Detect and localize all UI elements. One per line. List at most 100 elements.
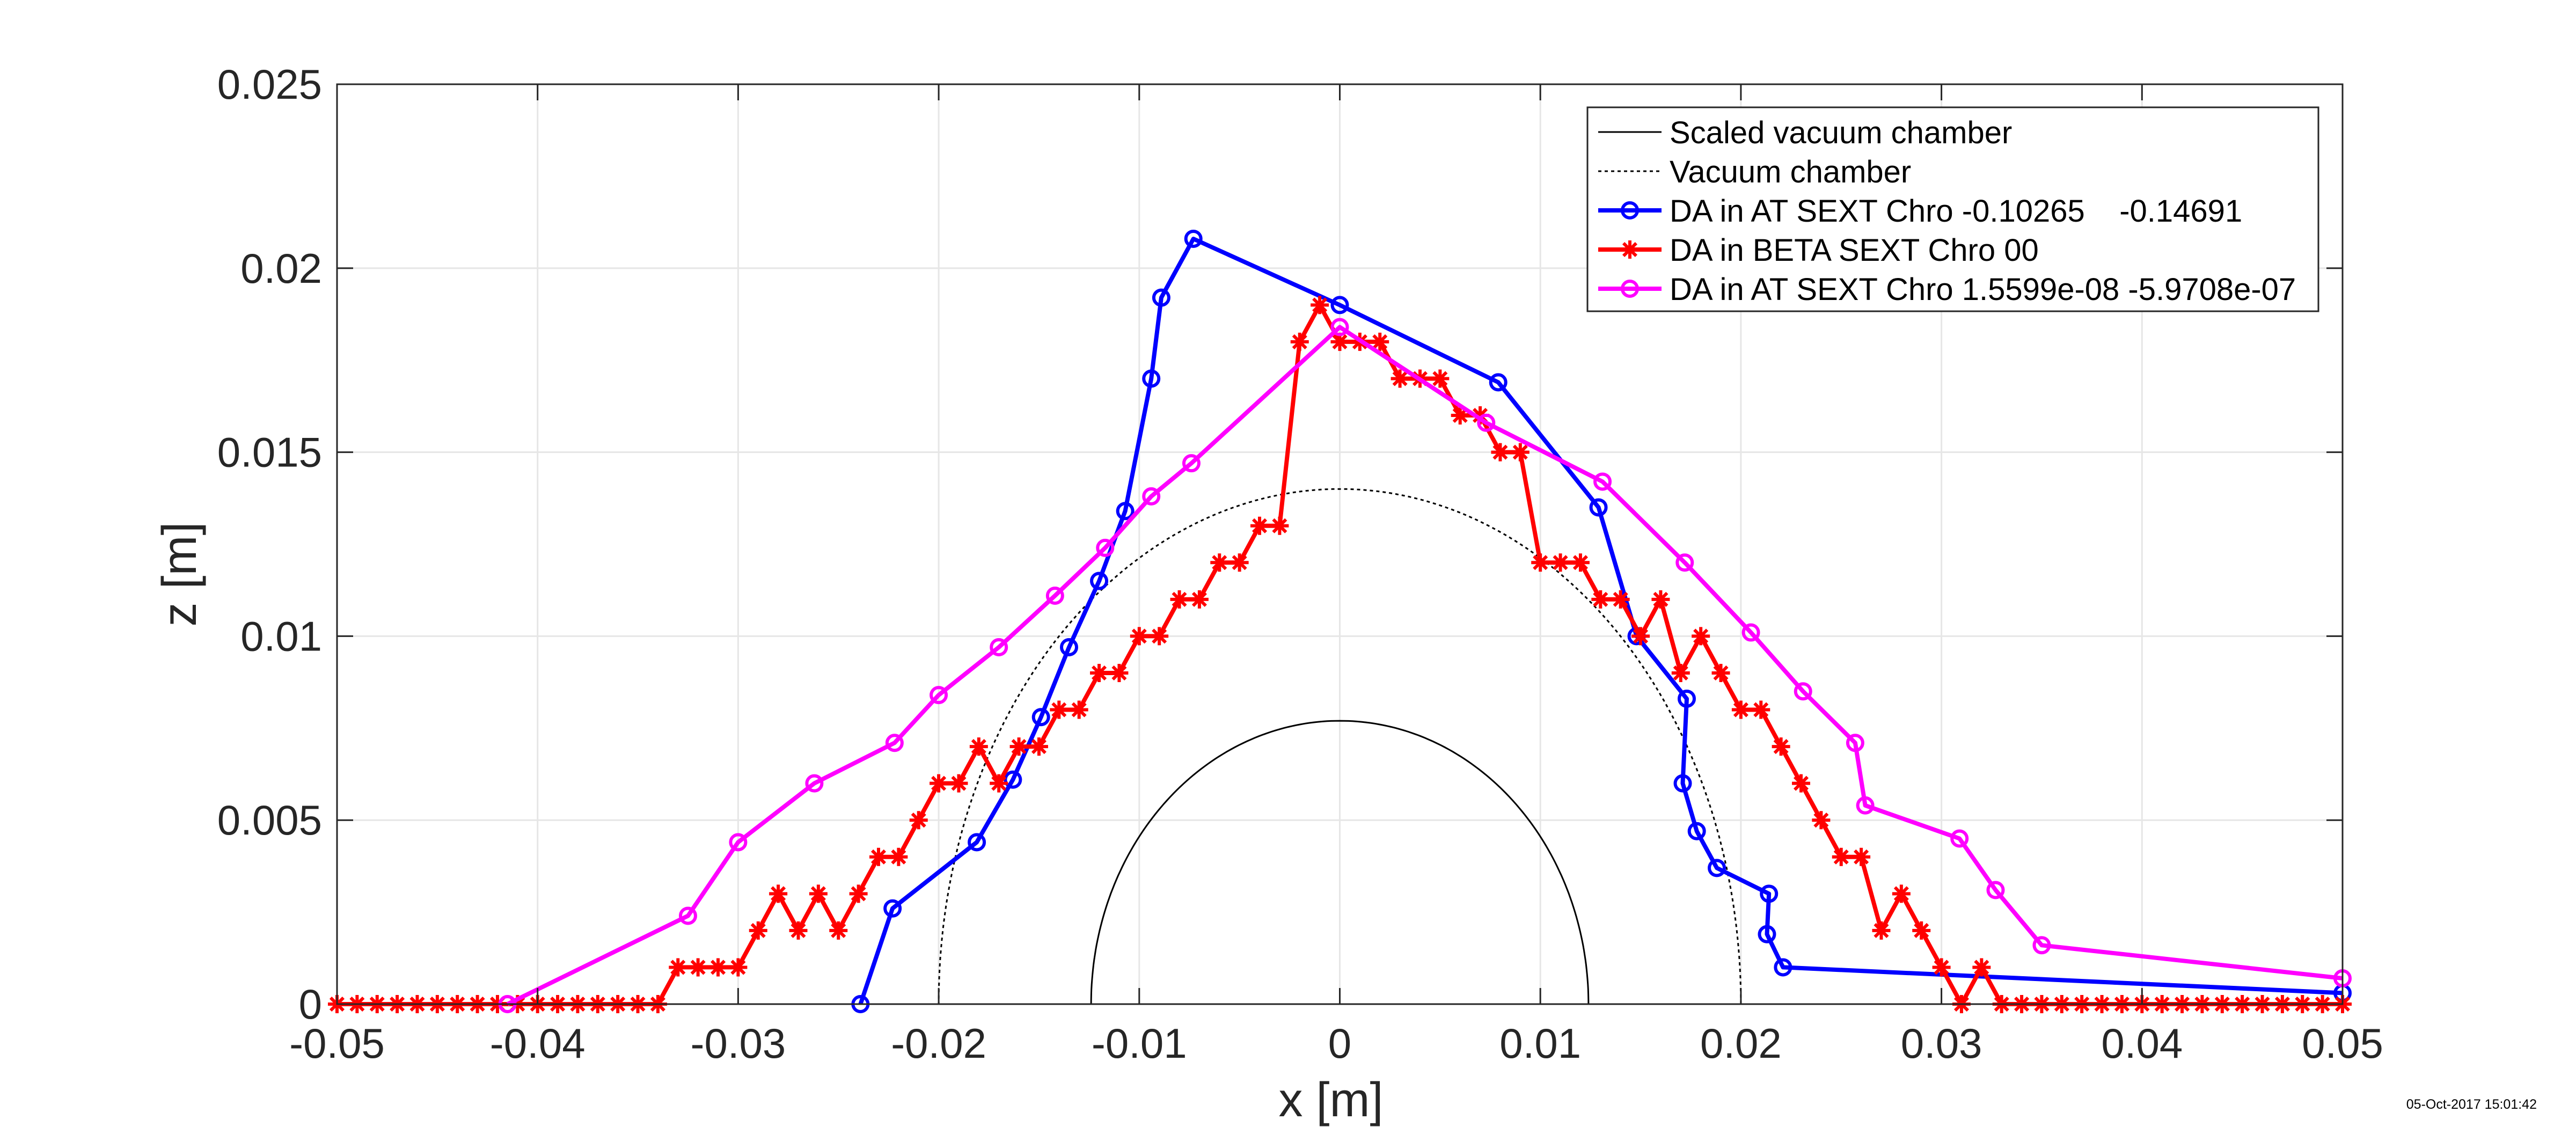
data-point (1794, 682, 1812, 701)
y-tick-label: 0.025 (217, 61, 322, 108)
data-point (1912, 921, 1931, 940)
data-point (1852, 847, 1871, 866)
data-point (1270, 516, 1289, 535)
ticks: -0.05 -0.04 -0.03 -0.02 -0.01 0 0.01 0.02 0.03 0.… (217, 61, 2383, 1067)
data-point (729, 958, 748, 977)
data-point (1856, 796, 1875, 815)
legend: Scaled vacuum chamber Vacuum chamber DA in… (1586, 106, 2319, 312)
data-point (1431, 369, 1450, 388)
data-point (1391, 369, 1409, 388)
data-point (849, 884, 868, 903)
data-point (1116, 502, 1135, 521)
data-point (990, 774, 1008, 793)
data-point (1892, 884, 1911, 903)
data-point (1678, 689, 1696, 708)
data-point (1029, 737, 1048, 756)
data-point (1142, 487, 1161, 506)
data-point (1551, 553, 1570, 572)
legend-marker (1621, 201, 1639, 219)
data-point (1708, 859, 1726, 877)
series-line (1090, 720, 1590, 1005)
data-point (1692, 627, 1710, 646)
series-line (938, 488, 1742, 1005)
data-point (769, 884, 788, 903)
data-point (1932, 958, 1951, 977)
data-point (1986, 881, 2005, 899)
data-point (1090, 663, 1109, 682)
y-tick-label: 0.005 (217, 796, 322, 844)
data-point (1150, 627, 1169, 646)
y-tick-label: 0.01 (240, 612, 322, 660)
series-2 (938, 488, 1742, 1005)
data-point (1589, 498, 1608, 517)
legend-label: Vacuum chamber (1670, 155, 1911, 189)
data-point (1846, 734, 1864, 752)
legend-item: DA in AT SEXT Chro -0.10265 -0.14691 (1598, 194, 2242, 229)
data-point (1210, 553, 1229, 572)
x-tick-label: -0.03 (691, 1020, 786, 1067)
data-point (930, 774, 948, 793)
data-point (805, 774, 824, 793)
data-point (885, 734, 904, 752)
data-point (1758, 925, 1776, 943)
data-point (990, 638, 1008, 656)
data-point (1631, 627, 1650, 646)
data-point (1673, 774, 1692, 793)
data-point (1070, 700, 1088, 719)
data-point (1050, 700, 1069, 719)
data-point (1330, 318, 1349, 336)
data-point (969, 737, 988, 756)
x-tick-label: -0.05 (289, 1020, 385, 1067)
data-point (1371, 332, 1389, 351)
x-tick-label: -0.04 (490, 1020, 586, 1067)
data-point (1182, 454, 1201, 473)
data-point (1950, 829, 1969, 848)
legend-marker (1621, 240, 1639, 259)
timestamp: 05-Oct-2017 15:01:42 (2406, 1097, 2537, 1112)
data-point (678, 906, 697, 925)
data-point (1593, 472, 1612, 491)
data-point (1972, 958, 1991, 977)
legend-item: DA in AT SEXT Chro 1.5599e-08 -5.9708e-0… (1598, 272, 2296, 307)
series-1 (1090, 720, 1590, 1005)
y-tick-label: 0 (299, 980, 322, 1028)
data-point (689, 958, 707, 977)
data-point (1872, 921, 1891, 940)
data-point (883, 899, 902, 918)
legend-label: DA in AT SEXT Chro -0.10265 -0.14691 (1670, 194, 2242, 229)
data-point (709, 958, 728, 977)
series-line (858, 237, 2343, 1005)
data-point (809, 884, 828, 903)
data-point (1511, 443, 1529, 462)
data-point (1711, 663, 1730, 682)
legend-item: Scaled vacuum chamber (1598, 115, 2012, 150)
y-tick-label: 0.02 (240, 245, 322, 292)
data-point (1611, 590, 1630, 609)
data-point (1096, 538, 1115, 557)
data-point (1004, 770, 1022, 789)
data-point (1687, 822, 1706, 840)
x-axis-label: x [m] (1279, 1073, 1384, 1127)
data-point (1792, 774, 1811, 793)
legend-label: DA in AT SEXT Chro 1.5599e-08 -5.9708e-0… (1670, 272, 2296, 307)
y-axis-label: z [m] (153, 522, 207, 627)
x-tick-label: -0.02 (891, 1020, 986, 1067)
data-point (1812, 811, 1831, 830)
series-3 (851, 229, 2352, 1013)
data-point (869, 847, 888, 866)
data-point (1190, 590, 1209, 609)
data-point (729, 833, 748, 852)
data-point (1772, 737, 1790, 756)
data-point (829, 921, 848, 940)
legend-label: DA in BETA SEXT Chro 00 (1670, 233, 2039, 268)
x-tick-label: 0 (1328, 1020, 1351, 1067)
data-point (1651, 590, 1670, 609)
x-tick-label: 0.01 (1499, 1020, 1581, 1067)
data-point (1571, 553, 1590, 572)
data-point (749, 921, 767, 940)
data-point (1741, 623, 1760, 642)
data-point (1752, 700, 1770, 719)
data-point (1142, 369, 1161, 388)
data-point (1060, 638, 1079, 656)
